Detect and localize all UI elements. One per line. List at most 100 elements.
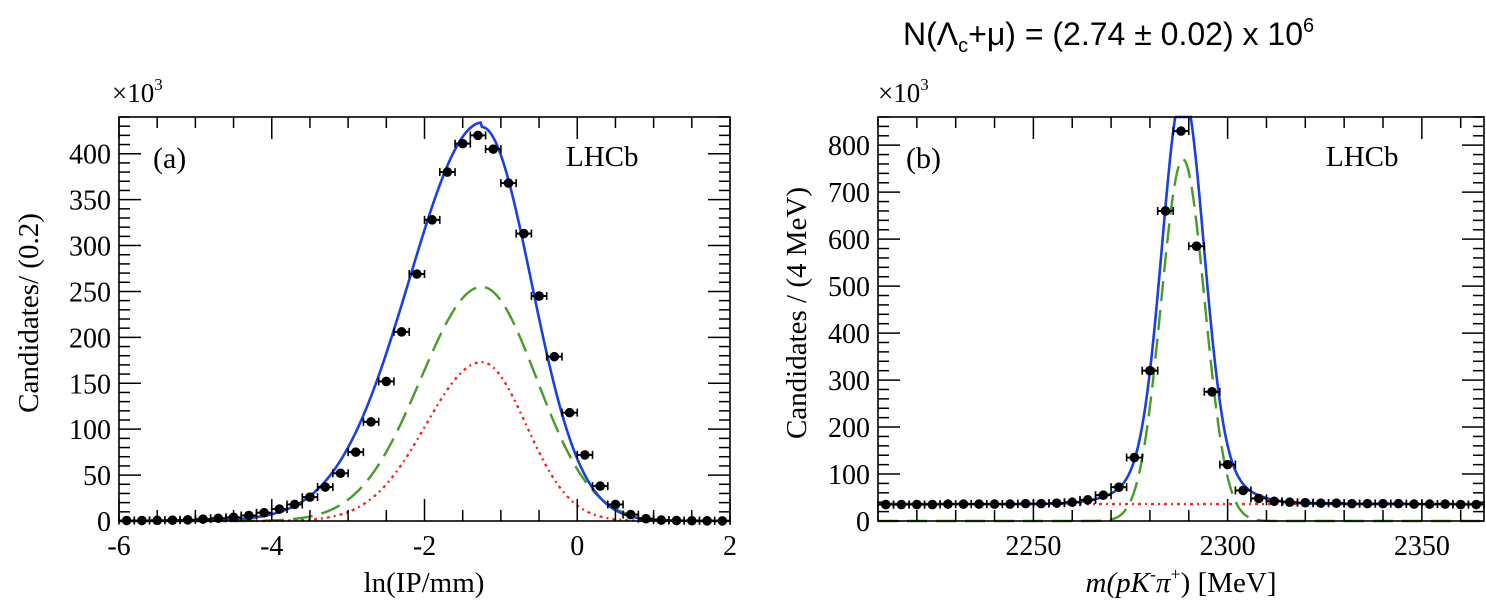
panel-b-data-point	[1467, 499, 1485, 510]
panel-b-data-point	[892, 499, 910, 510]
panel-a-fit-curves	[119, 121, 731, 523]
panel-b-data-point	[1172, 126, 1190, 136]
panel-b-data-point	[1063, 497, 1081, 508]
panel-b-data-point	[1219, 459, 1237, 470]
panel-a-data-point	[545, 351, 563, 362]
panel-b-x-tick-label: 2250	[1005, 531, 1061, 562]
panel-b-multiplier: ×103	[878, 75, 929, 108]
panel-a-data-point	[164, 515, 181, 525]
panel-a-x-tick-label: 0	[570, 531, 584, 562]
panel-a-data-point	[484, 144, 502, 154]
panel-b-y-tick-label: 400	[828, 319, 870, 350]
panel-b-data-point	[1358, 498, 1377, 509]
panel-a-y-tick-label: 400	[69, 140, 111, 171]
panel-a-total-curve	[119, 121, 731, 523]
panel-a-data-point	[179, 515, 197, 525]
panel-a-x-tick-label: -6	[107, 531, 130, 562]
panel-b-y-tick-label: 300	[828, 366, 870, 397]
panel-b-data-point	[1234, 485, 1252, 496]
panel-a-x-tick-label: -2	[413, 531, 436, 562]
panel-b-data-point	[1048, 498, 1066, 508]
panel-b-data-point	[1001, 499, 1019, 509]
panel-a-data-points	[118, 130, 731, 526]
panel-a-y-tick-label: 150	[69, 369, 111, 400]
panel-b-x-tick-label: 2350	[1394, 531, 1450, 562]
panel-a-data-point	[469, 130, 487, 141]
panel-a-data-point	[606, 499, 624, 510]
panel-b-data-point	[923, 499, 941, 510]
panel-a-y-axis-label: Candidates/ (0.2)	[13, 213, 45, 413]
panel-a-data-point	[301, 492, 319, 502]
panel-b-fit-curves	[878, 115, 1484, 523]
panel-b-data-point	[939, 499, 957, 509]
panel-a-multiplier: ×103	[112, 75, 163, 108]
panel-a-data-point	[347, 447, 365, 457]
panel-b-data-point	[1187, 241, 1206, 251]
panel-b-signal-curve	[878, 158, 1484, 523]
panel-a-data-point	[652, 515, 670, 525]
panel-b-data-point	[1312, 498, 1330, 508]
panel-b-data-point	[877, 499, 895, 510]
panel-b-data-point	[954, 499, 973, 509]
panel-a-data-point	[622, 509, 640, 520]
panel-b-data-point	[1452, 499, 1470, 510]
panel-a-data-point	[393, 327, 411, 337]
panel-b-y-tick-label: 500	[828, 272, 870, 303]
panel-b-data-point	[1389, 498, 1408, 509]
yield-annotation: N(Λc+μ) = (2.74 ± 0.02) x 106	[903, 15, 1314, 57]
panel-b-total-curve	[878, 115, 1484, 506]
panel-b-data-point	[1017, 498, 1035, 509]
panel-a-data-point	[194, 514, 212, 524]
panel-b-data-point	[1436, 499, 1454, 509]
panel-a-y-tick-label: 0	[97, 507, 111, 538]
panel-a-y-tick-label: 100	[69, 415, 111, 446]
panel-b-data-point	[1374, 498, 1392, 509]
panel-a-x-axis-label: ln(IP/mm)	[364, 567, 485, 599]
panel-a-data-point	[530, 291, 548, 301]
panel-a-label: (a)	[153, 142, 186, 175]
panel-b-y-axis-label: Candidates / (4 MeV)	[781, 187, 813, 439]
panel-b-data-point	[1032, 498, 1050, 509]
panel-a-y-tick-label: 300	[69, 232, 111, 263]
panel-b-y-tick-label: 200	[828, 413, 870, 444]
panel-b-y-tick-label: 600	[828, 225, 870, 256]
panel-a-data-point	[561, 407, 579, 418]
panel-a-y-tick-label: 50	[83, 461, 111, 492]
panel-b-data-point	[1343, 498, 1361, 509]
panel-a-data-point	[332, 468, 349, 479]
panel-b-data-point	[1203, 387, 1221, 397]
panel-b-data-point	[1094, 490, 1112, 500]
panel-b-data-point	[1421, 499, 1439, 509]
panel-b-y-tick-label: 700	[828, 178, 870, 209]
panel-b: 2250 2300 2350 0 100 200 300 400 500 600 700 800 ×1…	[781, 75, 1485, 599]
panel-b-x-tick-label: 2300	[1200, 531, 1256, 562]
panel-a-frame	[118, 116, 731, 522]
panel-a-y-tick-label: 200	[69, 323, 111, 354]
panel-b-data-point	[1125, 452, 1143, 463]
panel-a-signal-curve	[119, 285, 730, 523]
panel-a-y-tick-label: 250	[69, 277, 111, 308]
panel-a-data-point	[377, 376, 395, 387]
panel-a-data-point	[454, 138, 472, 149]
panel-a-lhcb-label: LHCb	[566, 141, 639, 173]
panel-b-y-tick-label: 800	[828, 131, 870, 162]
panel-b-data-point	[1156, 206, 1175, 216]
panel-a-data-point	[362, 417, 380, 427]
panel-b-data-point	[1110, 482, 1128, 492]
panel-b-data-point	[1250, 493, 1268, 504]
panel-b-data-point	[970, 499, 988, 509]
panel-b-label: (b)	[906, 142, 941, 175]
panel-b-data-point	[1281, 497, 1299, 508]
panel-a-data-point	[286, 499, 304, 510]
panel-b-data-point	[1327, 498, 1345, 508]
panel-a-data-point	[591, 481, 609, 491]
panel-a-data-point	[316, 482, 334, 492]
panel-a-data-point	[438, 167, 456, 177]
panel-a-x-tick-label: -4	[260, 531, 283, 562]
panel-b-data-point	[1296, 497, 1314, 508]
panel-b-y-tick-label: 100	[828, 460, 870, 491]
panel-a-ticks: -6 -4 -2 0 2 0 50 100 150 200 250 300 350 400	[69, 116, 737, 562]
panel-b-x-axis-label: m(pK-π+) [MeV]	[1086, 564, 1277, 599]
panel-a: -6 -4 -2 0 2 0 50 100 150 200 250 300 350 400 ×103 (a…	[13, 75, 737, 599]
